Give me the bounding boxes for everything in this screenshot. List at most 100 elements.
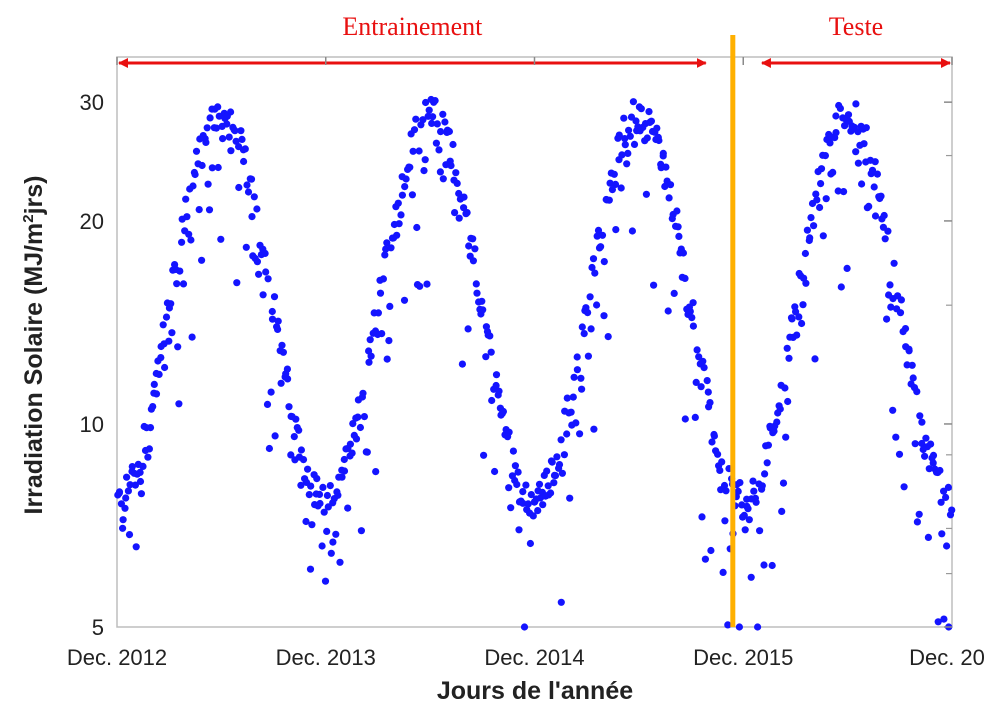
- data-point: [877, 192, 885, 200]
- data-point: [534, 507, 542, 515]
- data-point: [447, 162, 455, 170]
- data-point: [402, 175, 410, 183]
- data-point: [852, 100, 860, 108]
- data-point: [822, 195, 830, 203]
- data-point: [817, 180, 825, 188]
- data-point: [315, 490, 324, 498]
- data-point: [297, 481, 305, 489]
- data-point: [416, 282, 424, 290]
- data-point: [806, 234, 814, 242]
- x-tick-label: Dec. 20: [909, 645, 985, 670]
- data-point: [944, 483, 953, 491]
- data-point: [768, 561, 776, 570]
- data-point: [323, 527, 331, 536]
- data-point: [589, 255, 598, 263]
- data-point: [624, 149, 632, 157]
- data-point: [247, 175, 256, 183]
- data-point: [307, 482, 315, 490]
- data-point: [433, 120, 441, 128]
- data-point: [778, 507, 786, 515]
- data-point: [662, 163, 670, 171]
- data-point: [524, 500, 532, 508]
- data-point: [829, 168, 837, 176]
- data-point: [126, 481, 134, 489]
- data-point: [162, 313, 171, 321]
- data-point: [573, 366, 582, 374]
- data-point: [606, 179, 614, 187]
- data-point: [586, 293, 594, 301]
- data-point: [591, 269, 599, 277]
- data-point: [626, 132, 634, 140]
- data-point: [925, 465, 933, 473]
- data-point: [248, 213, 256, 221]
- data-point: [264, 275, 272, 283]
- data-point: [698, 513, 706, 521]
- data-point: [340, 467, 349, 475]
- data-point: [887, 303, 895, 311]
- data-point: [261, 249, 269, 257]
- data-point: [128, 463, 136, 471]
- data-point: [487, 348, 495, 356]
- data-point: [580, 330, 588, 338]
- data-point: [406, 163, 414, 171]
- data-point: [801, 249, 810, 258]
- data-point: [803, 226, 812, 234]
- data-point: [548, 458, 556, 466]
- data-point: [719, 568, 727, 577]
- data-point: [441, 118, 449, 126]
- data-point: [149, 403, 157, 411]
- data-point: [940, 615, 948, 623]
- data-point: [395, 220, 403, 228]
- data-point: [584, 352, 593, 360]
- data-point: [675, 232, 683, 240]
- data-point: [655, 136, 663, 145]
- data-point: [379, 275, 387, 283]
- data-point: [413, 223, 421, 232]
- data-point: [240, 157, 248, 166]
- data-point: [567, 408, 575, 416]
- data-point: [570, 373, 578, 381]
- data-point: [283, 365, 291, 373]
- data-point: [137, 490, 145, 498]
- data-point: [150, 380, 158, 388]
- data-point: [889, 406, 897, 414]
- data-point: [271, 432, 279, 440]
- data-point: [132, 543, 140, 551]
- data-point: [620, 114, 628, 122]
- x-tick-label: Dec. 2012: [67, 645, 167, 670]
- data-point: [455, 189, 463, 198]
- data-point: [313, 475, 321, 483]
- data-point: [734, 487, 742, 495]
- data-point: [511, 462, 519, 470]
- training-region-label: Entrainement: [342, 12, 483, 41]
- data-point: [783, 344, 791, 352]
- data-point: [255, 270, 263, 278]
- data-point: [706, 399, 714, 407]
- data-point: [617, 184, 625, 192]
- data-point: [798, 319, 806, 328]
- data-point: [884, 227, 892, 235]
- data-point: [125, 531, 134, 539]
- data-point: [366, 336, 374, 344]
- data-point: [421, 156, 429, 164]
- data-point: [892, 433, 900, 441]
- data-point: [514, 468, 522, 476]
- data-point: [560, 451, 569, 459]
- data-point: [703, 377, 711, 385]
- data-point: [918, 439, 926, 448]
- data-point: [401, 183, 409, 191]
- data-point: [745, 516, 753, 524]
- data-point: [410, 126, 419, 134]
- data-point: [144, 453, 152, 461]
- data-point: [529, 512, 537, 520]
- data-point: [451, 209, 459, 217]
- data-point: [895, 450, 904, 458]
- data-point: [183, 213, 191, 221]
- data-point: [145, 445, 153, 453]
- data-point: [741, 526, 749, 534]
- data-point: [491, 467, 499, 476]
- data-point: [936, 466, 944, 475]
- data-point: [305, 491, 313, 499]
- data-point: [710, 432, 719, 440]
- data-point: [557, 598, 565, 606]
